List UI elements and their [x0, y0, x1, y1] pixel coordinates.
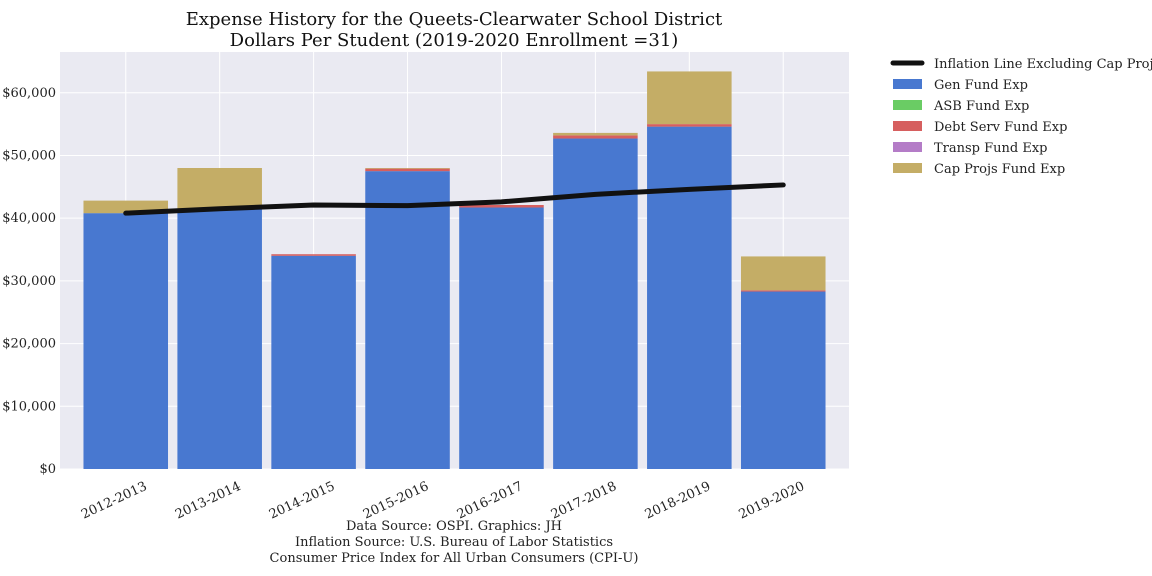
source-notes: Data Source: OSPI. Graphics: JH Inflatio…: [270, 519, 639, 566]
chart-title: Expense History for the Queets-Clearwate…: [186, 9, 723, 30]
bar-segment: [459, 207, 544, 469]
bar-segment: [83, 213, 169, 469]
bar-segment: [177, 208, 262, 470]
bar-segment: [740, 291, 826, 469]
bar-segment: [553, 138, 638, 469]
y-tick-label: $50,000: [2, 148, 56, 163]
source-line: Consumer Price Index for All Urban Consu…: [270, 551, 639, 566]
legend-label: Debt Serv Fund Exp: [934, 120, 1067, 135]
legend: Inflation Line Excluding Cap Projs Gen Fu…: [890, 57, 1152, 177]
bar-segment: [553, 132, 638, 136]
x-tick-label: 2018-2019: [643, 479, 713, 522]
y-tick-label: $0: [39, 462, 56, 477]
bar-segment: [177, 168, 262, 209]
bar-segment: [740, 256, 826, 291]
y-tick-label: $40,000: [2, 211, 56, 226]
legend-swatch: [893, 100, 922, 110]
legend-label: Cap Projs Fund Exp: [934, 162, 1065, 177]
bar-segment: [647, 71, 732, 125]
bar-segment: [271, 254, 356, 256]
x-tick-label: 2017-2018: [549, 479, 619, 522]
y-tick-label: $60,000: [2, 86, 56, 101]
x-tick-label: 2015-2016: [361, 479, 431, 522]
bar-segment: [740, 290, 826, 292]
legend-label: Gen Fund Exp: [934, 78, 1028, 93]
source-line: Inflation Source: U.S. Bureau of Labor S…: [295, 535, 613, 550]
bar-segment: [365, 171, 450, 469]
legend-swatch: [893, 79, 922, 89]
legend-swatch: [893, 142, 922, 152]
bar-segment: [365, 168, 450, 172]
bar-segment: [365, 168, 450, 169]
y-tick-label: $10,000: [2, 399, 56, 414]
x-tick-label: 2012-2013: [79, 479, 149, 522]
chart-subtitle: Dollars Per Student (2019-2020 Enrollmen…: [230, 30, 679, 51]
inflation-line: [123, 182, 786, 216]
y-tick-label: $30,000: [2, 274, 56, 289]
x-tick-label: 2014-2015: [267, 479, 337, 522]
source-line: Data Source: OSPI. Graphics: JH: [346, 519, 562, 534]
legend-label: Inflation Line Excluding Cap Projs: [934, 57, 1152, 72]
bar-segment: [459, 205, 544, 208]
legend-label: ASB Fund Exp: [933, 99, 1029, 114]
legend-swatch: [893, 163, 922, 173]
bar-segment: [271, 255, 356, 469]
bar-segment: [647, 124, 732, 127]
x-axis-ticks: 2012-2013 2013-2014 2014-2015 2015-2016 2016…: [79, 479, 807, 522]
y-axis-ticks: $0 $10,000 $20,000 $30,000 $40,000 $50,000 $60…: [2, 86, 56, 477]
bar-segment: [553, 135, 638, 139]
x-tick-label: 2016-2017: [455, 479, 525, 522]
y-tick-label: $20,000: [2, 337, 56, 352]
x-tick-label: 2019-2020: [737, 479, 807, 522]
bars-layer: [83, 71, 826, 470]
legend-swatch: [893, 121, 922, 131]
legend-label: Transp Fund Exp: [934, 141, 1048, 156]
bar-segment: [647, 126, 732, 469]
inflation-line-layer: [123, 182, 786, 216]
x-tick-label: 2013-2014: [173, 479, 243, 522]
